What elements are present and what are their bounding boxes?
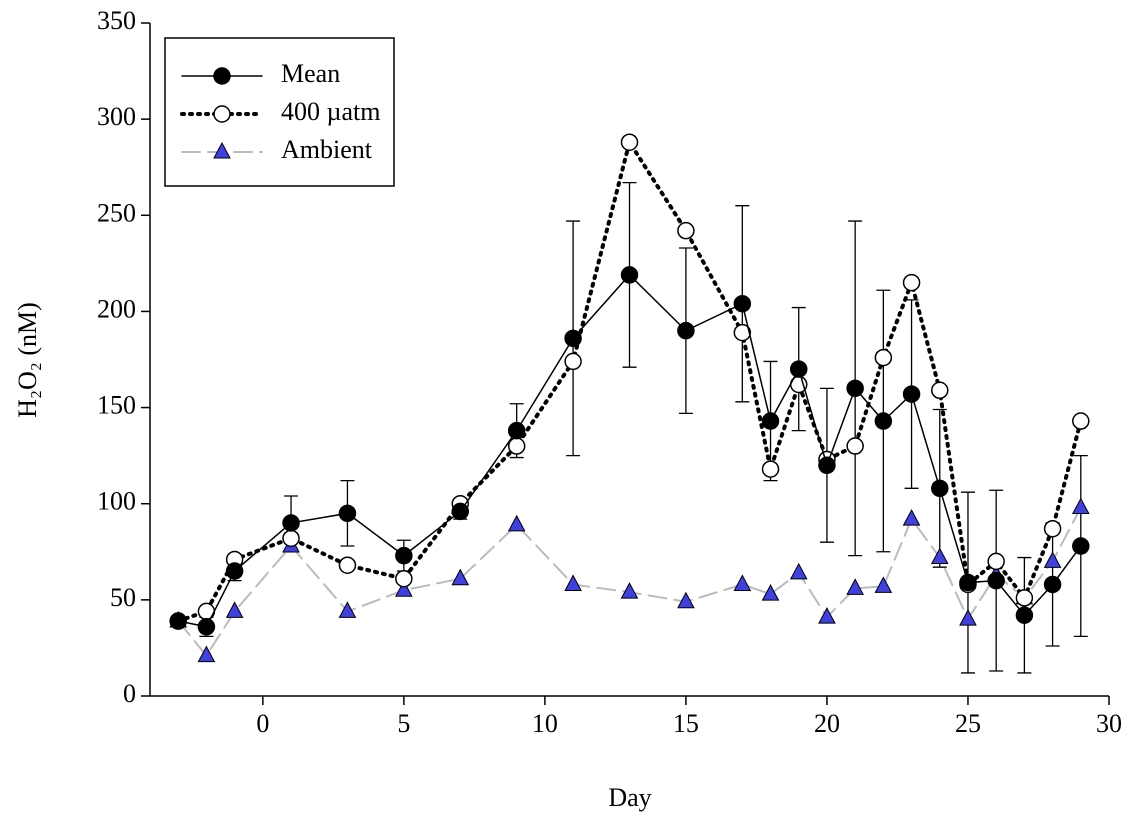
legend-marker bbox=[213, 105, 231, 123]
data-point bbox=[959, 573, 977, 592]
data-point bbox=[874, 576, 893, 593]
data-point bbox=[197, 618, 216, 636]
data-point bbox=[931, 381, 949, 400]
data-point bbox=[338, 504, 357, 523]
data-point bbox=[507, 514, 526, 532]
data-point bbox=[874, 412, 893, 430]
data-point bbox=[1043, 575, 1062, 594]
y-tick-label: 300 bbox=[97, 102, 136, 131]
data-point bbox=[789, 562, 808, 580]
data-point bbox=[451, 568, 470, 586]
data-point bbox=[564, 574, 582, 591]
x-tick-label: 0 bbox=[256, 709, 269, 738]
legend-marker bbox=[213, 141, 231, 159]
y-tick-label: 350 bbox=[97, 6, 136, 35]
data-point bbox=[733, 323, 752, 342]
data-point bbox=[1071, 497, 1090, 515]
data-point bbox=[620, 582, 639, 599]
data-point bbox=[677, 321, 695, 340]
y-tick-label: 250 bbox=[97, 198, 136, 227]
y-axis-label: H₂O₂ (nM) bbox=[13, 302, 42, 418]
data-point bbox=[677, 591, 695, 609]
data-point bbox=[789, 360, 808, 378]
data-point bbox=[507, 437, 526, 455]
data-point bbox=[564, 352, 582, 371]
x-tick-label: 25 bbox=[955, 709, 981, 738]
data-point bbox=[225, 562, 244, 580]
y-tick-label: 50 bbox=[110, 583, 136, 612]
data-point bbox=[930, 547, 949, 565]
data-point bbox=[677, 221, 695, 240]
data-point bbox=[1072, 537, 1090, 555]
data-point bbox=[169, 612, 187, 630]
data-point bbox=[1015, 589, 1034, 607]
data-point bbox=[846, 437, 864, 455]
y-tick-label: 100 bbox=[97, 487, 136, 516]
data-point bbox=[197, 645, 216, 663]
data-point bbox=[846, 379, 864, 398]
legend-marker bbox=[213, 67, 231, 85]
x-tick-label: 30 bbox=[1096, 709, 1122, 738]
data-point bbox=[507, 421, 526, 440]
data-point bbox=[846, 578, 864, 595]
y-tick-label: 0 bbox=[123, 679, 136, 708]
data-point bbox=[902, 273, 921, 292]
data-point bbox=[282, 514, 300, 532]
legend-label: Ambient bbox=[281, 135, 373, 164]
y-tick-label: 150 bbox=[97, 391, 136, 420]
x-tick-label: 10 bbox=[532, 709, 558, 738]
x-tick-label: 5 bbox=[397, 709, 410, 738]
data-point bbox=[733, 294, 752, 313]
data-point bbox=[874, 348, 893, 367]
data-point bbox=[451, 502, 470, 521]
data-point bbox=[733, 574, 752, 591]
legend-box bbox=[164, 37, 395, 187]
data-point bbox=[1072, 412, 1090, 430]
legend-label: Mean bbox=[281, 59, 340, 88]
data-point bbox=[1043, 551, 1062, 568]
data-point bbox=[395, 569, 413, 588]
data-point bbox=[395, 580, 413, 597]
data-point bbox=[761, 412, 780, 430]
data-point bbox=[902, 509, 921, 526]
data-point bbox=[282, 529, 300, 548]
x-axis-label: Day bbox=[608, 783, 651, 812]
series-line bbox=[177, 506, 1082, 658]
data-point bbox=[564, 329, 582, 348]
series-line bbox=[176, 137, 1083, 624]
data-point bbox=[818, 607, 836, 624]
data-point bbox=[620, 266, 639, 284]
data-point bbox=[620, 133, 639, 151]
y-tick-label: 200 bbox=[97, 294, 136, 323]
data-point bbox=[225, 601, 244, 618]
data-point bbox=[987, 571, 1005, 590]
x-tick-label: 15 bbox=[673, 709, 699, 738]
x-tick-label: 20 bbox=[814, 709, 840, 738]
data-point bbox=[818, 456, 836, 475]
legend-label: 400 µatm bbox=[281, 97, 380, 126]
data-point bbox=[395, 546, 413, 565]
data-point bbox=[987, 552, 1005, 571]
data-point bbox=[902, 385, 921, 403]
data-point bbox=[761, 584, 780, 601]
data-point bbox=[338, 601, 357, 618]
data-point bbox=[1043, 519, 1062, 538]
data-point bbox=[761, 460, 780, 478]
data-point bbox=[338, 556, 357, 574]
data-point bbox=[931, 479, 949, 498]
data-point bbox=[1015, 606, 1034, 624]
data-point bbox=[959, 609, 977, 626]
